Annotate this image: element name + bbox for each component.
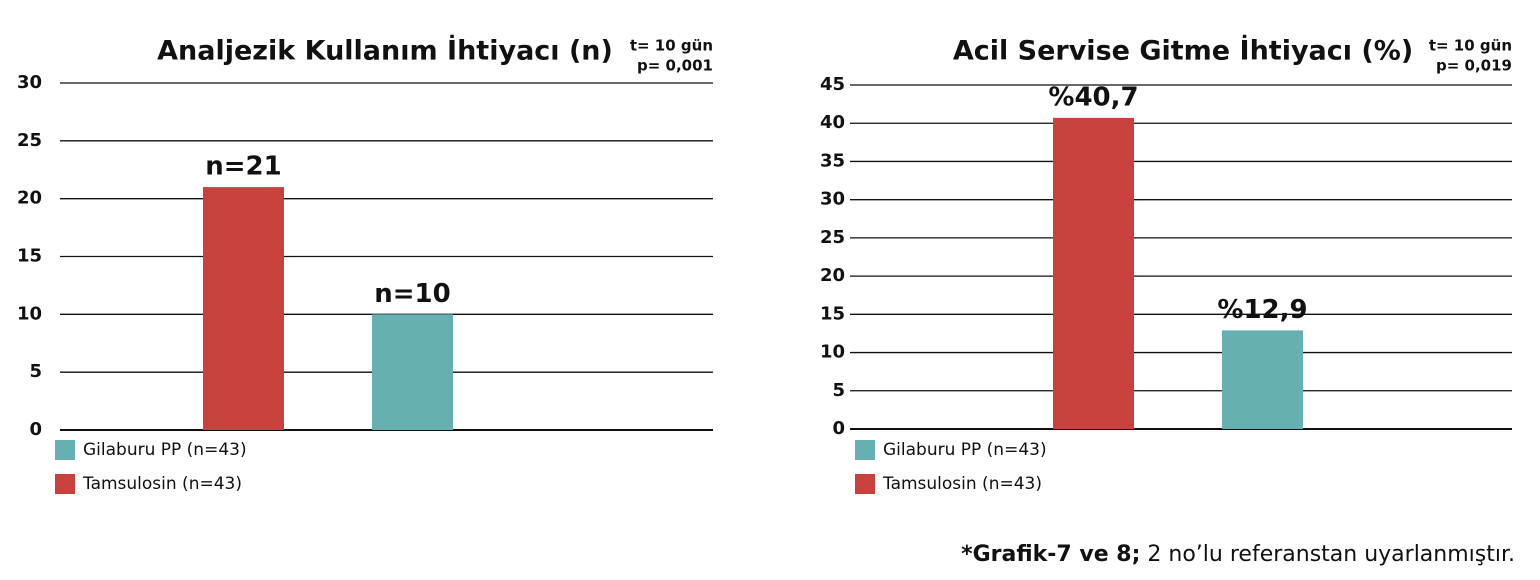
y-tick-label: 20 — [820, 265, 845, 286]
legend-label: Gilaburu PP (n=43) — [883, 440, 1047, 460]
y-tick-label: 30 — [820, 189, 845, 210]
value-label: n=21 — [205, 152, 281, 182]
y-tick-label: 5 — [832, 380, 845, 401]
y-tick-label: 5 — [29, 361, 42, 382]
footnote-text: 2 no’lu referanstan uyarlanmıştır. — [1140, 542, 1515, 567]
bar — [1053, 117, 1134, 430]
bar — [372, 314, 453, 430]
legend-swatch — [55, 474, 75, 494]
bar — [1222, 330, 1303, 429]
y-tick-label: 35 — [820, 150, 845, 171]
y-tick-label: 25 — [820, 227, 845, 248]
legend-label: Tamsulosin (n=43) — [882, 474, 1042, 494]
y-tick-label: 25 — [17, 130, 42, 151]
y-tick-label: 0 — [832, 418, 845, 439]
y-tick-label: 45 — [820, 74, 845, 95]
value-label: %12,9 — [1217, 295, 1307, 325]
chart-title: Analjezik Kullanım İhtiyacı (n) — [157, 35, 613, 67]
annotation: p= 0,019 — [1436, 57, 1512, 75]
y-tick-label: 40 — [820, 112, 845, 133]
bar — [203, 187, 284, 430]
y-tick-label: 15 — [17, 246, 42, 267]
annotation: t= 10 gün — [630, 37, 713, 55]
legend-swatch — [55, 440, 75, 460]
y-tick-label: 0 — [29, 419, 42, 440]
value-label: %40,7 — [1048, 82, 1138, 112]
y-tick-label: 20 — [17, 188, 42, 209]
legend-swatch — [855, 474, 875, 494]
y-tick-label: 10 — [17, 303, 42, 324]
legend-label: Gilaburu PP (n=43) — [83, 440, 247, 460]
chart-title: Acil Servise Gitme İhtiyacı (%) — [953, 35, 1413, 67]
value-label: n=10 — [374, 279, 450, 309]
footnote-bold: *Grafik-7 ve 8; — [961, 542, 1140, 567]
footnote: *Grafik-7 ve 8; 2 no’lu referanstan uyar… — [961, 542, 1515, 567]
legend-label: Tamsulosin (n=43) — [82, 474, 242, 494]
y-tick-label: 30 — [17, 72, 42, 93]
legend-swatch — [855, 440, 875, 460]
y-tick-label: 15 — [820, 303, 845, 324]
y-tick-label: 10 — [820, 342, 845, 363]
annotation: t= 10 gün — [1429, 37, 1512, 55]
annotation: p= 0,001 — [637, 57, 713, 75]
